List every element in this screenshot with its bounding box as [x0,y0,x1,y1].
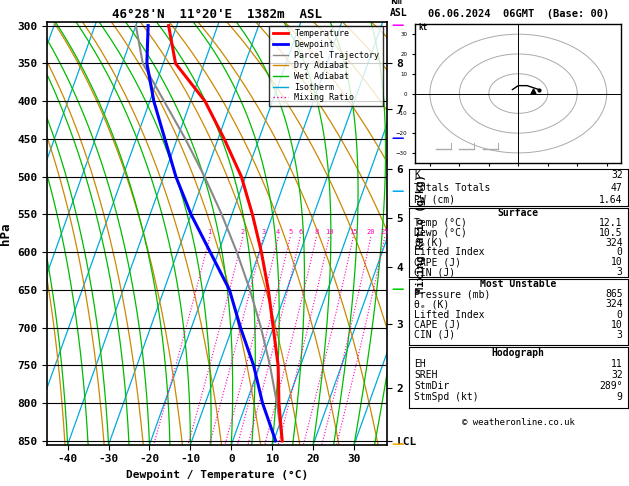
Text: Hodograph: Hodograph [492,347,545,358]
Text: —: — [391,19,404,32]
Text: 10: 10 [325,229,333,235]
Text: 289°: 289° [599,381,623,391]
Text: 2: 2 [241,229,245,235]
Text: 12.1: 12.1 [599,218,623,228]
Text: —: — [391,283,404,296]
Text: 8: 8 [314,229,318,235]
Text: km
ASL: km ASL [390,0,408,17]
Text: 20: 20 [367,229,375,235]
Text: 1: 1 [208,229,212,235]
Text: θₑ(K): θₑ(K) [414,238,443,247]
Text: 3: 3 [261,229,265,235]
Text: 10.5: 10.5 [599,227,623,238]
Text: StmDir: StmDir [414,381,449,391]
Text: Mixing Ratio (g/kg): Mixing Ratio (g/kg) [416,174,426,293]
Text: 3: 3 [617,330,623,340]
Text: Pressure (mb): Pressure (mb) [414,289,490,299]
Text: 3: 3 [617,267,623,277]
Text: 1.64: 1.64 [599,195,623,205]
Text: Lifted Index: Lifted Index [414,247,484,258]
Text: PW (cm): PW (cm) [414,195,455,205]
Text: 32: 32 [611,370,623,380]
Text: CIN (J): CIN (J) [414,330,455,340]
Text: K: K [414,170,420,180]
Text: CAPE (J): CAPE (J) [414,257,461,267]
Text: Lifted Index: Lifted Index [414,310,484,320]
Text: 10: 10 [611,257,623,267]
Text: θₑ (K): θₑ (K) [414,299,449,310]
Text: 0: 0 [617,247,623,258]
Text: 4: 4 [276,229,281,235]
Text: 865: 865 [605,289,623,299]
Text: Surface: Surface [498,208,539,218]
Text: 324: 324 [605,238,623,247]
Text: kt: kt [418,23,427,32]
Text: Dewp (°C): Dewp (°C) [414,227,467,238]
Text: CAPE (J): CAPE (J) [414,320,461,330]
Text: 10: 10 [611,320,623,330]
Text: SREH: SREH [414,370,437,380]
Text: 9: 9 [617,392,623,402]
Text: 11: 11 [611,359,623,369]
Text: 324: 324 [605,299,623,310]
Text: Totals Totals: Totals Totals [414,183,490,192]
Text: CIN (J): CIN (J) [414,267,455,277]
Text: StmSpd (kt): StmSpd (kt) [414,392,479,402]
Text: —: — [391,185,404,198]
Y-axis label: hPa: hPa [0,222,12,244]
Text: —: — [391,438,404,451]
Text: 5: 5 [288,229,292,235]
Text: 0: 0 [617,310,623,320]
Text: EH: EH [414,359,426,369]
Text: 15: 15 [349,229,357,235]
Text: Most Unstable: Most Unstable [480,279,557,289]
Text: Temp (°C): Temp (°C) [414,218,467,228]
Text: 06.06.2024  06GMT  (Base: 00): 06.06.2024 06GMT (Base: 00) [428,9,609,19]
Text: 32: 32 [611,170,623,180]
Title: 46°28'N  11°20'E  1382m  ASL: 46°28'N 11°20'E 1382m ASL [112,8,322,21]
X-axis label: Dewpoint / Temperature (°C): Dewpoint / Temperature (°C) [126,470,308,480]
Legend: Temperature, Dewpoint, Parcel Trajectory, Dry Adiabat, Wet Adiabat, Isotherm, Mi: Temperature, Dewpoint, Parcel Trajectory… [269,26,382,105]
Text: 25: 25 [381,229,389,235]
Text: 47: 47 [611,183,623,192]
Text: 6: 6 [298,229,303,235]
Text: © weatheronline.co.uk: © weatheronline.co.uk [462,418,575,427]
Text: —: — [391,132,404,145]
